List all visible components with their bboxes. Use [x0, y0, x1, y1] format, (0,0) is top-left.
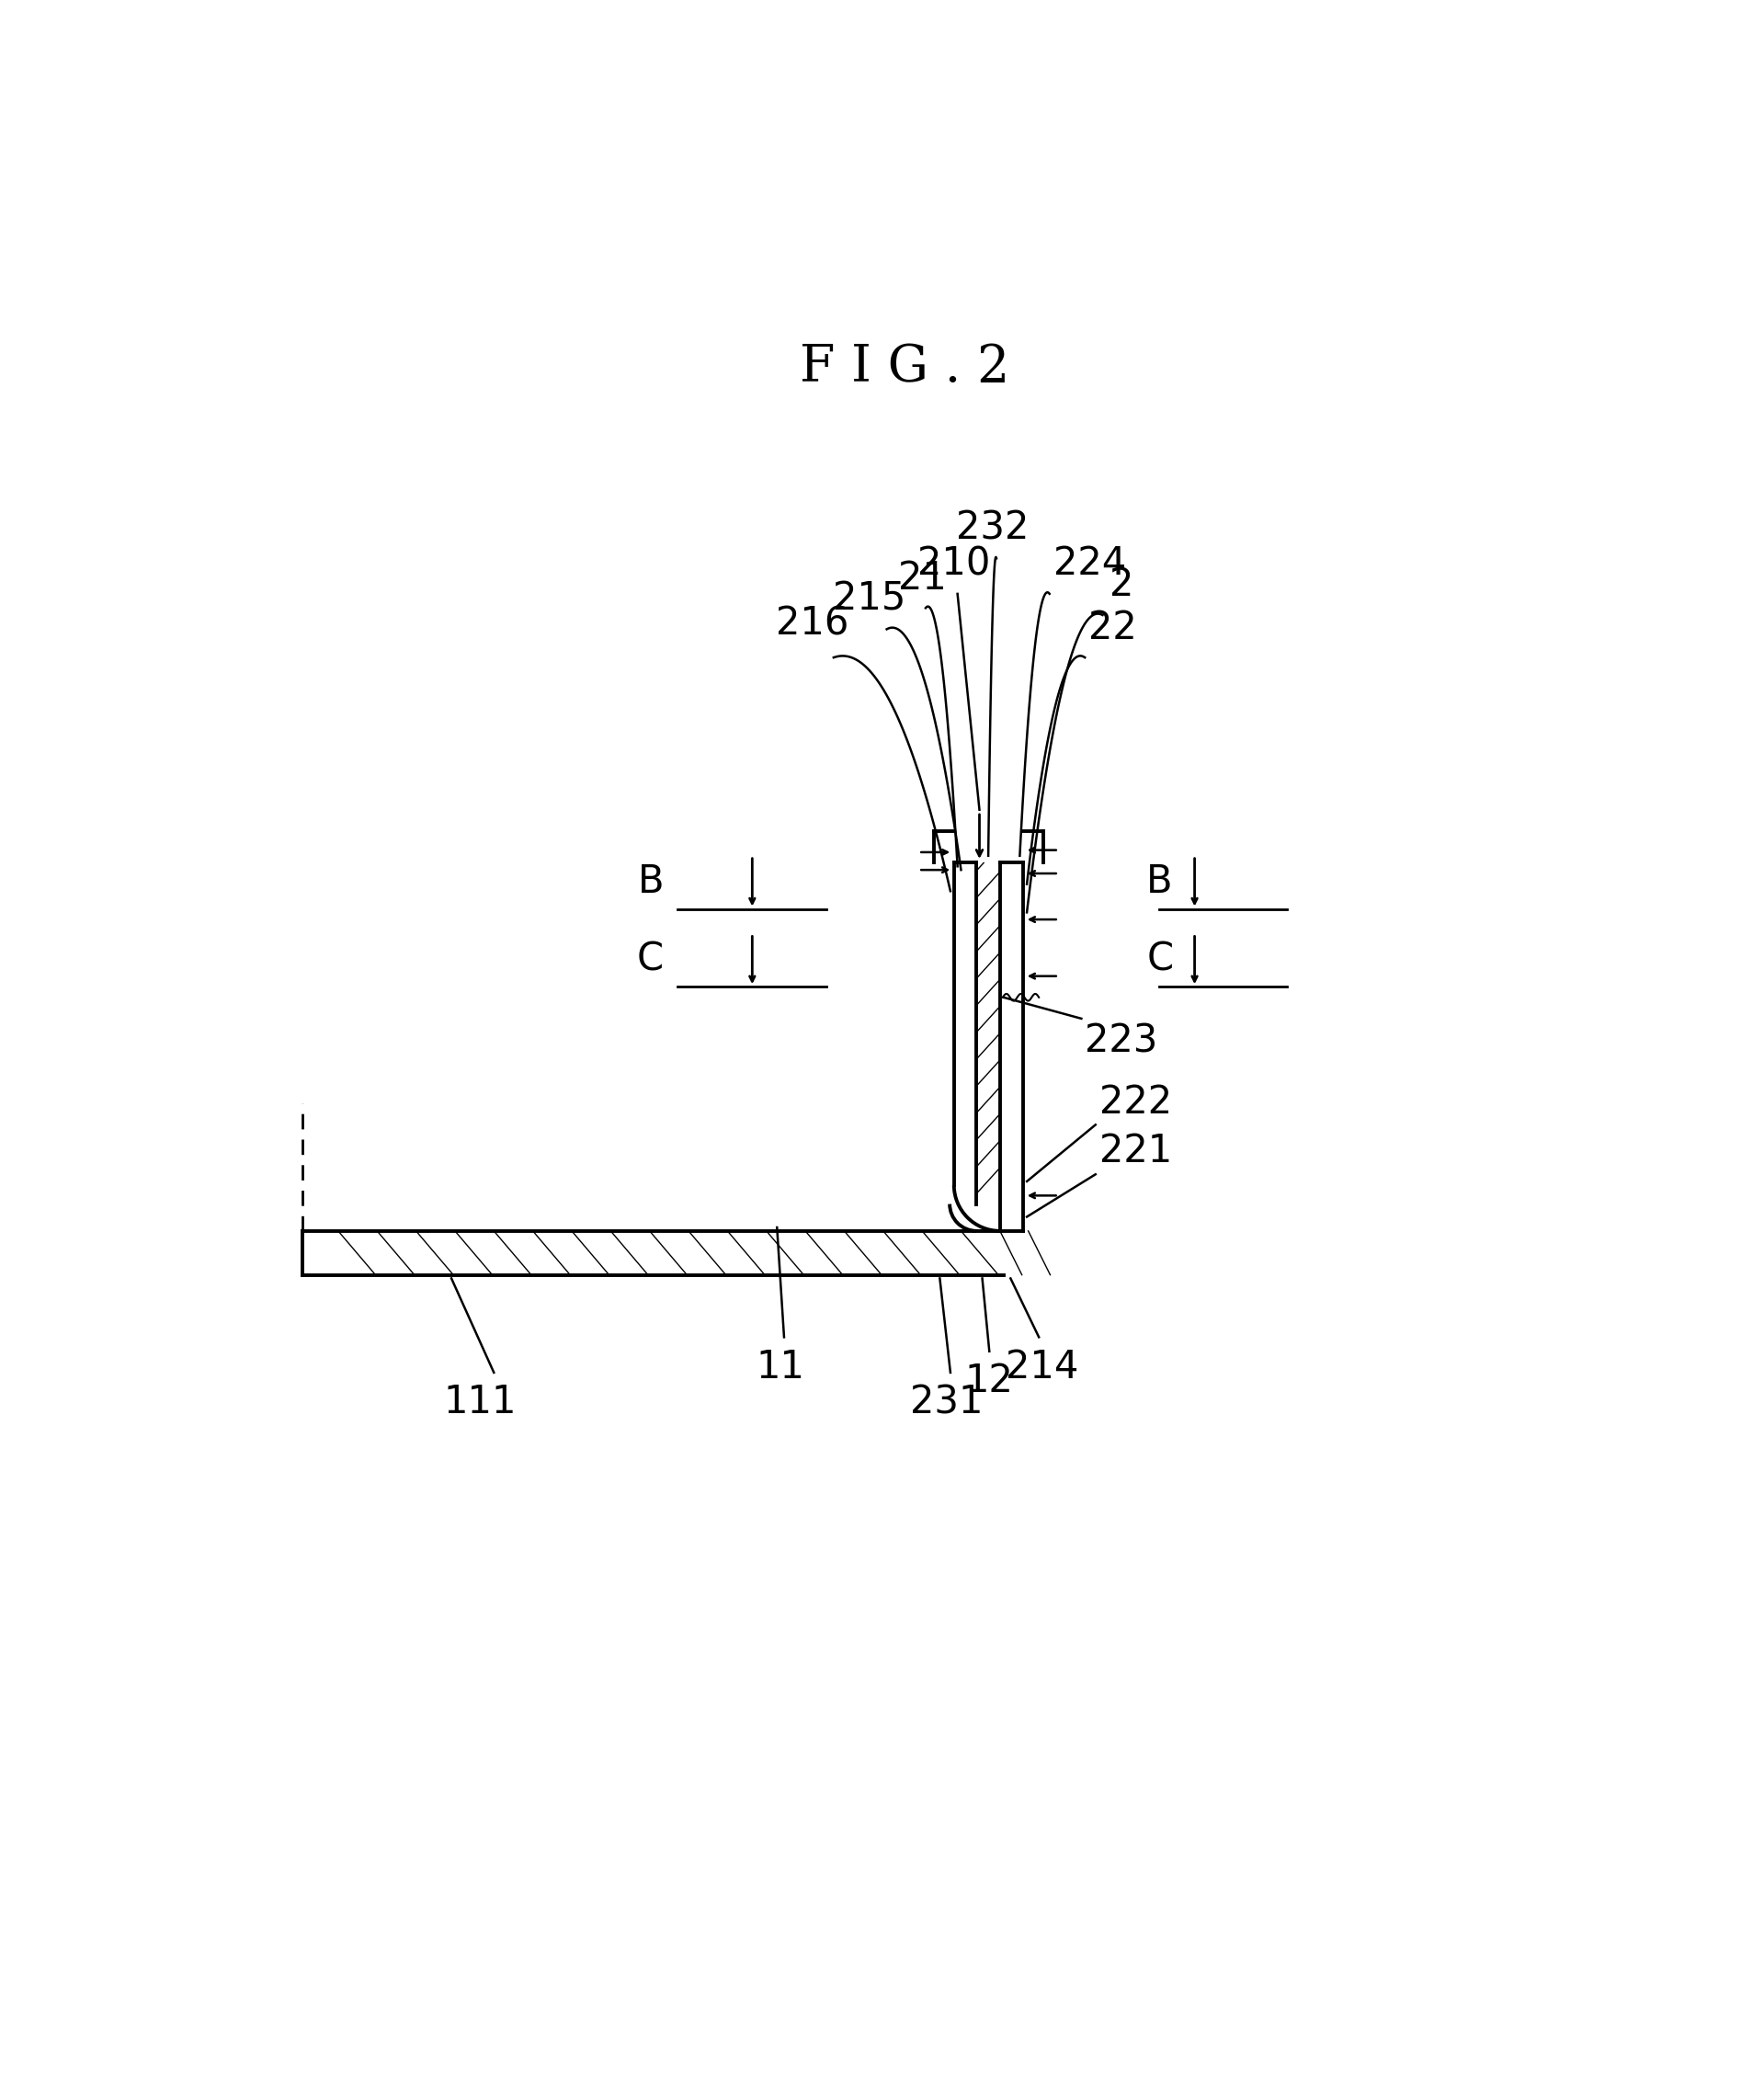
Text: B: B: [1147, 863, 1173, 900]
Text: 222: 222: [1099, 1083, 1171, 1121]
Text: 11: 11: [757, 1348, 804, 1385]
Text: 21: 21: [898, 558, 947, 598]
Text: 232: 232: [956, 510, 1030, 548]
Text: B: B: [637, 863, 663, 900]
Text: 216: 216: [776, 605, 848, 644]
Text: 215: 215: [833, 579, 905, 619]
Text: 223: 223: [1085, 1022, 1157, 1060]
Text: F I G . 2: F I G . 2: [799, 342, 1009, 393]
Text: 210: 210: [917, 544, 990, 584]
Text: C: C: [637, 940, 663, 978]
Text: C: C: [1147, 940, 1173, 978]
Text: 231: 231: [910, 1383, 983, 1421]
Text: 111: 111: [443, 1383, 517, 1421]
Text: 221: 221: [1099, 1131, 1171, 1171]
Text: 12: 12: [965, 1362, 1014, 1400]
Text: 2: 2: [1110, 567, 1134, 605]
Text: 224: 224: [1053, 544, 1125, 584]
Text: 22: 22: [1088, 609, 1138, 646]
Text: 214: 214: [1005, 1348, 1080, 1385]
